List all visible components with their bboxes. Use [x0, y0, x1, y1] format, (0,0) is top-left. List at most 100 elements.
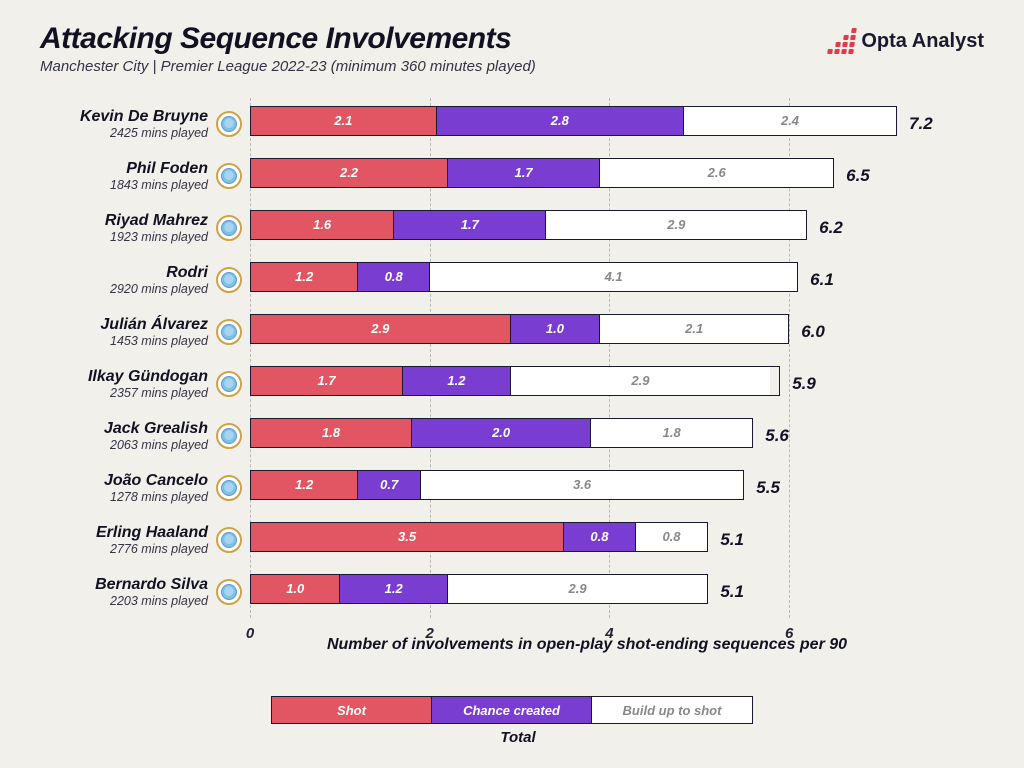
club-badge-icon: [216, 579, 242, 605]
player-label: Riyad Mahrez1923 mins played: [40, 212, 208, 245]
player-name: Ilkay Gündogan: [40, 368, 208, 386]
page-subtitle: Manchester City | Premier League 2022-23…: [40, 58, 829, 75]
club-badge-icon: [216, 423, 242, 449]
legend-total: Total: [500, 729, 535, 746]
player-name: Jack Grealish: [40, 420, 208, 438]
player-row: João Cancelo1278 mins played1.20.73.65.5: [250, 462, 924, 514]
stacked-bar: 2.12.82.4: [250, 106, 897, 136]
bar-segment-chance: 1.0: [511, 315, 601, 343]
legend-shot: Shot: [272, 697, 432, 723]
player-name: Kevin De Bruyne: [40, 108, 208, 126]
bar-segment-build: 2.4: [684, 107, 896, 135]
player-name: Bernardo Silva: [40, 576, 208, 594]
bar-segment-shot: 2.9: [251, 315, 511, 343]
bar-segment-build: 2.9: [511, 367, 771, 395]
player-row: Julián Álvarez1453 mins played2.91.02.16…: [250, 306, 924, 358]
row-total: 6.5: [846, 166, 870, 186]
brand-mark-icon: [828, 28, 858, 54]
bar-segment-chance: 1.2: [340, 575, 447, 603]
bar-segment-chance: 1.7: [448, 159, 600, 187]
row-total: 5.9: [792, 374, 816, 394]
bar-segment-shot: 1.2: [251, 263, 358, 291]
row-total: 6.1: [810, 270, 834, 290]
bar-segment-shot: 2.1: [251, 107, 437, 135]
bar-segment-chance: 0.7: [358, 471, 421, 499]
player-minutes: 2776 mins played: [40, 542, 208, 556]
bar-segment-shot: 3.5: [251, 523, 564, 551]
row-total: 6.0: [801, 322, 825, 342]
bar-segment-shot: 2.2: [251, 159, 448, 187]
stacked-bar: 1.71.22.9: [250, 366, 780, 396]
bar-segment-chance: 0.8: [564, 523, 636, 551]
player-row: Kevin De Bruyne2425 mins played2.12.82.4…: [250, 98, 924, 150]
player-row: Jack Grealish2063 mins played1.82.01.85.…: [250, 410, 924, 462]
player-row: Riyad Mahrez1923 mins played1.61.72.96.2: [250, 202, 924, 254]
player-minutes: 1843 mins played: [40, 178, 208, 192]
row-total: 5.5: [756, 478, 780, 498]
player-label: Julián Álvarez1453 mins played: [40, 316, 208, 349]
club-badge-icon: [216, 163, 242, 189]
player-name: Riyad Mahrez: [40, 212, 208, 230]
player-label: Rodri2920 mins played: [40, 264, 208, 297]
club-badge-icon: [216, 319, 242, 345]
chart-area: 0246Kevin De Bruyne2425 mins played2.12.…: [40, 98, 984, 648]
bar-segment-build: 4.1: [430, 263, 797, 291]
player-name: Erling Haaland: [40, 524, 208, 542]
stacked-bar: 2.91.02.1: [250, 314, 789, 344]
bar-segment-chance: 1.7: [394, 211, 546, 239]
brand-name: Opta Analyst: [861, 30, 984, 53]
club-badge-icon: [216, 111, 242, 137]
legend: Shot Chance created Build up to shot Tot…: [0, 729, 1024, 746]
bar-segment-build: 0.8: [636, 523, 708, 551]
club-badge-icon: [216, 475, 242, 501]
page-title: Attacking Sequence Involvements: [40, 22, 829, 56]
player-label: Jack Grealish2063 mins played: [40, 420, 208, 453]
stacked-bar: 1.20.73.6: [250, 470, 744, 500]
legend-chance: Chance created: [432, 697, 592, 723]
player-label: Erling Haaland2776 mins played: [40, 524, 208, 557]
stacked-bar: 3.50.80.8: [250, 522, 708, 552]
bar-segment-shot: 1.7: [251, 367, 403, 395]
player-label: Bernardo Silva2203 mins played: [40, 576, 208, 609]
club-badge-icon: [216, 267, 242, 293]
player-name: Phil Foden: [40, 160, 208, 178]
bar-segment-shot: 1.6: [251, 211, 394, 239]
bar-segment-chance: 0.8: [358, 263, 430, 291]
bar-segment-shot: 1.2: [251, 471, 358, 499]
stacked-bar: 1.20.84.1: [250, 262, 798, 292]
stacked-bar: 1.61.72.9: [250, 210, 807, 240]
player-row: Phil Foden1843 mins played2.21.72.66.5: [250, 150, 924, 202]
header: Attacking Sequence Involvements Manchest…: [0, 0, 1024, 81]
brand-logo: Opta Analyst: [829, 28, 984, 54]
player-minutes: 2357 mins played: [40, 386, 208, 400]
bar-segment-build: 2.1: [600, 315, 788, 343]
bar-segment-build: 2.9: [448, 575, 707, 603]
stacked-bar: 1.82.01.8: [250, 418, 753, 448]
legend-build: Build up to shot: [592, 697, 752, 723]
bar-segment-shot: 1.0: [251, 575, 340, 603]
row-total: 6.2: [819, 218, 843, 238]
player-minutes: 1278 mins played: [40, 490, 208, 504]
player-name: João Cancelo: [40, 472, 208, 490]
stacked-bar: 1.01.22.9: [250, 574, 708, 604]
club-badge-icon: [216, 527, 242, 553]
title-block: Attacking Sequence Involvements Manchest…: [40, 22, 829, 75]
bar-segment-build: 1.8: [591, 419, 752, 447]
player-minutes: 1923 mins played: [40, 230, 208, 244]
player-row: Bernardo Silva2203 mins played1.01.22.95…: [250, 566, 924, 618]
stacked-bar: 2.21.72.6: [250, 158, 834, 188]
bar-segment-build: 2.6: [600, 159, 833, 187]
player-minutes: 2920 mins played: [40, 282, 208, 296]
player-label: Ilkay Gündogan2357 mins played: [40, 368, 208, 401]
x-axis-label: Number of involvements in open-play shot…: [250, 636, 924, 654]
player-minutes: 2425 mins played: [40, 126, 208, 140]
row-total: 5.6: [765, 426, 789, 446]
bar-segment-chance: 2.0: [412, 419, 591, 447]
player-row: Rodri2920 mins played1.20.84.16.1: [250, 254, 924, 306]
row-total: 7.2: [909, 114, 933, 134]
player-name: Julián Álvarez: [40, 316, 208, 334]
row-total: 5.1: [720, 530, 744, 550]
player-label: João Cancelo1278 mins played: [40, 472, 208, 505]
club-badge-icon: [216, 215, 242, 241]
bar-segment-chance: 1.2: [403, 367, 510, 395]
